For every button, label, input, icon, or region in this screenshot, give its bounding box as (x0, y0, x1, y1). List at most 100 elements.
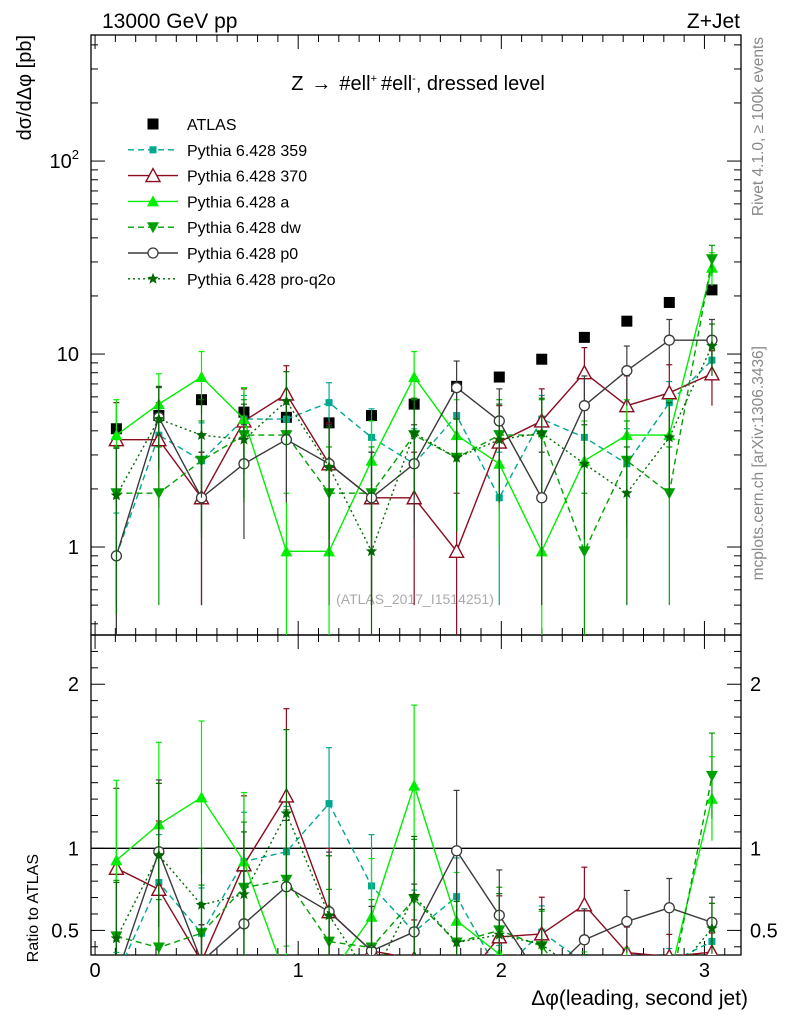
series-3-point (408, 371, 421, 383)
series-1-ratio-point (623, 979, 630, 986)
legend-marker (144, 167, 162, 183)
series-4-ratio-point (152, 942, 165, 954)
series-2-point (448, 542, 465, 559)
series-0-point (493, 371, 505, 383)
legend-label: Pythia 6.428 359 (187, 143, 307, 160)
x-tick-label: 2 (496, 960, 507, 982)
bottom-panel-frame (90, 634, 742, 956)
series-5-point (450, 381, 463, 394)
series-6-ratio-point (280, 807, 293, 819)
series-3-ratio-point (578, 969, 590, 980)
y-tick-label-top: 102 (50, 147, 79, 173)
legend-label: ATLAS (187, 117, 237, 134)
series-3-ratio-point (323, 971, 335, 982)
series-1-point (325, 399, 333, 407)
y-tick-label-top: 1 (68, 537, 79, 559)
series-3-ratio-point (408, 779, 421, 791)
axes: 0 1 2 3 1 10 102 0.5 0.5 1 1 2 2 (50, 35, 778, 982)
y-tick-label-exponent: 2 (72, 147, 79, 162)
series-4-ratio-point (705, 770, 718, 782)
series-6-point (195, 429, 208, 440)
y-tick-label-bottom: 0.5 (51, 920, 79, 942)
series-4-ratio-point (621, 976, 633, 987)
legend-marker (147, 118, 159, 130)
y-axis-label-top: dσ/dΔφ [pb] (14, 35, 36, 140)
series-5-point (663, 334, 675, 346)
series-5-ratio-point (537, 976, 547, 986)
legend-marker (149, 146, 157, 154)
y-tick-label-top: 10 (57, 344, 79, 366)
series-3-point (110, 429, 123, 441)
series-6-ratio-point (493, 928, 505, 940)
series-5-ratio-point (621, 915, 633, 928)
series-6-ratio-point (110, 932, 123, 944)
series-6-ratio-point (366, 974, 377, 985)
legend-entry-4: Pythia 6.428 dw (128, 220, 301, 237)
legend-marker (147, 247, 159, 259)
legend: ATLAS Pythia 6.428 359 Pythia 6.428 370 Pyt… (128, 117, 336, 289)
legend-label: Pythia 6.428 pro-q2o (187, 272, 336, 289)
series-5-ratio-point (578, 934, 591, 946)
plot-title: Z → #ell+ #ell-, dressed level (291, 73, 545, 95)
series-6-point (365, 545, 378, 557)
series-2-ratio-point (450, 983, 464, 996)
series-4-point (152, 488, 165, 500)
series-6-point (323, 460, 335, 472)
y-tick-label-bottom: 1 (68, 838, 79, 860)
series-6-point (110, 489, 123, 501)
series-6-point (450, 451, 463, 463)
series-6-ratio-point (706, 922, 718, 934)
legend-entry-5: Pythia 6.428 p0 (128, 246, 298, 263)
series-5-point (578, 400, 591, 412)
series-6-point (621, 487, 633, 499)
series-6-point (663, 431, 675, 443)
series-5-point (621, 365, 633, 377)
y-tick-label-bottom-right: 0.5 (750, 920, 778, 942)
series-6-point (706, 340, 718, 351)
legend-label: Pythia 6.428 p0 (187, 246, 298, 263)
x-axis-label: Δφ(leading, second jet) (531, 987, 748, 1010)
series-4-point (705, 254, 718, 266)
series-6-ratio-point (195, 898, 208, 910)
series-6-ratio-point (323, 909, 335, 921)
y-tick-label-bottom-right: 2 (750, 674, 761, 696)
series-2-ratio-point (665, 948, 674, 955)
y-axis-label-bottom: Ratio to ATLAS (25, 854, 42, 962)
series-0-point (621, 315, 633, 327)
analysis-watermark: (ATLAS_2017_I1514251) (336, 591, 494, 607)
series-6-ratio-point (450, 936, 463, 948)
series-6-point (153, 413, 165, 424)
series-6-ratio (110, 729, 718, 985)
series-6-point (238, 433, 250, 445)
series-1-ratio-point (325, 800, 333, 808)
series-3-ratio-point (663, 973, 675, 984)
header-left: 13000 GeV pp (102, 10, 237, 33)
bottom-panel-series (108, 704, 719, 996)
series-6-ratio-point (579, 970, 590, 981)
legend-entry-1: Pythia 6.428 359 (128, 143, 307, 160)
y-tick-label-bottom-right: 1 (750, 838, 761, 860)
mcplots-label: mcplots.cern.ch [arXiv:1306.3436] (750, 346, 767, 580)
rivet-label: Rivet 4.1.0, ≥ 100k events (750, 37, 767, 216)
series-5-ratio-point (111, 971, 121, 981)
series-6-ratio-point (153, 849, 165, 860)
series-5-ratio-point (450, 845, 463, 857)
series-2-point (661, 384, 678, 400)
x-tick-label: 3 (699, 960, 710, 982)
legend-entry-0: ATLAS (147, 117, 237, 134)
series-0-point (536, 353, 548, 365)
series-1-ratio-point (581, 959, 588, 966)
series-6-ratio-point (664, 974, 675, 985)
series-5-ratio-point (663, 902, 675, 914)
legend-marker (147, 195, 159, 207)
legend-entry-3: Pythia 6.428 a (128, 194, 289, 211)
legend-marker (147, 222, 159, 234)
series-3-point (195, 371, 208, 383)
series-4-point (578, 546, 591, 558)
header-right: Z+Jet (687, 10, 740, 33)
series-5-point (536, 492, 548, 504)
series-6-point (493, 433, 505, 445)
series-1-ratio-point (666, 959, 673, 966)
series-layer (108, 244, 721, 996)
